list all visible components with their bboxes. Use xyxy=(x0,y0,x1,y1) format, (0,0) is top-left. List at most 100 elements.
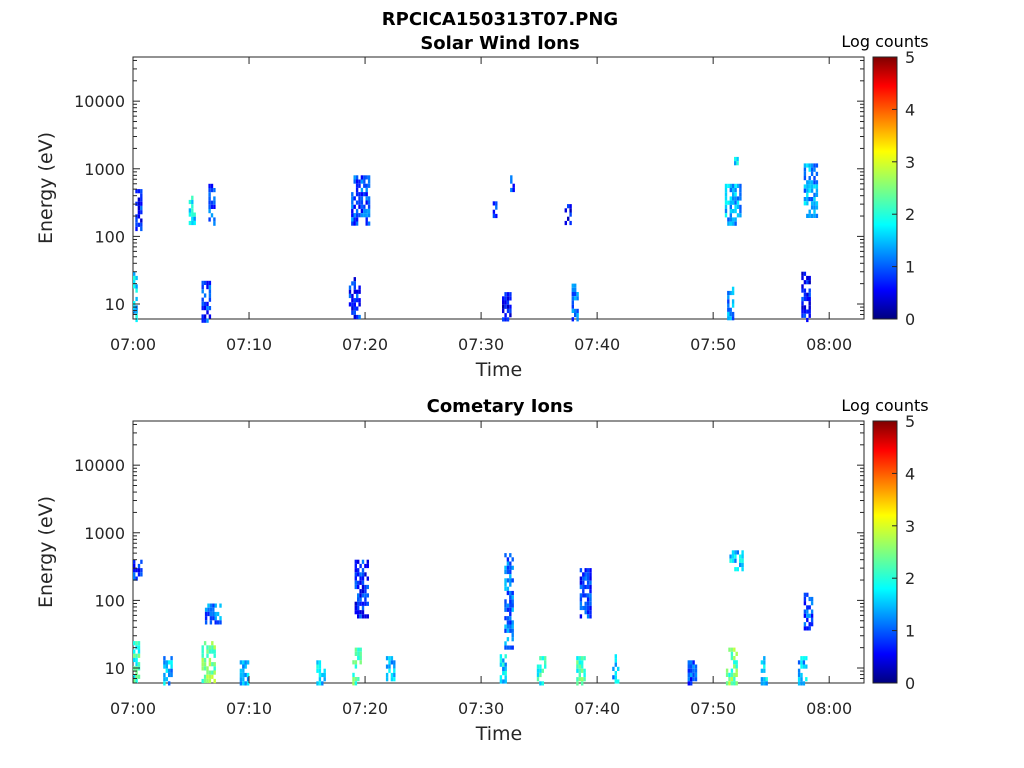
heatmap-cell xyxy=(578,660,581,665)
heatmap-cell xyxy=(512,187,515,193)
heatmap-cell xyxy=(813,167,816,172)
x-ticks: 07:00 07:10 07:20 07:30 07:40 07:50 08:00 xyxy=(110,57,852,354)
heatmap-cell xyxy=(576,660,579,665)
heatmap-cell xyxy=(579,568,583,573)
heatmap-cell xyxy=(367,196,371,201)
heatmap-cell xyxy=(216,611,220,617)
heatmap-cell xyxy=(727,183,730,188)
heatmap-cell xyxy=(318,660,322,665)
heatmap-cell xyxy=(800,677,803,682)
heatmap-cell xyxy=(390,677,394,682)
heatmap-cell xyxy=(359,563,362,569)
heatmap-cell xyxy=(576,664,579,669)
figure-title: RPCICA150313T07.PNG xyxy=(382,9,618,30)
heatmap-cell xyxy=(366,584,369,590)
heatmap-cell xyxy=(509,292,512,297)
heatmap-cell xyxy=(734,221,737,226)
heatmap-cell xyxy=(137,645,141,650)
colorbar-tick-label: 0 xyxy=(905,310,915,329)
heatmap-cell xyxy=(760,668,764,673)
heatmap-cell xyxy=(687,668,690,673)
heatmap-cell xyxy=(584,605,587,611)
heatmap-cell xyxy=(366,593,369,598)
heatmap-cell xyxy=(582,584,585,590)
heatmap-cell xyxy=(813,180,816,185)
heatmap-cell xyxy=(729,200,732,205)
heatmap-cell xyxy=(810,601,814,606)
heatmap-cell xyxy=(803,609,807,614)
heatmap-cell xyxy=(365,196,368,201)
heatmap-cell xyxy=(571,317,574,322)
heatmap-cell xyxy=(163,681,166,686)
heatmap-cell xyxy=(206,670,209,675)
heatmap-cell xyxy=(589,589,592,594)
heatmap-cell xyxy=(211,670,214,675)
heatmap-cell xyxy=(815,184,819,189)
heatmap-cell xyxy=(584,584,587,590)
heatmap-cell xyxy=(361,589,365,594)
heatmap-cell xyxy=(808,305,811,310)
heatmap-cell xyxy=(504,624,507,629)
heatmap-cell xyxy=(353,302,356,307)
heatmap-cell xyxy=(351,217,354,222)
heatmap-cell xyxy=(741,550,744,555)
heatmap-cell xyxy=(576,292,579,297)
heatmap-cell xyxy=(367,175,371,180)
heatmap-cell xyxy=(810,184,814,189)
heatmap-cell xyxy=(352,677,355,682)
heatmap-cell xyxy=(385,672,389,678)
heatmap-cell xyxy=(687,660,690,665)
heatmap-cell xyxy=(539,656,542,661)
heatmap-cell xyxy=(354,677,358,682)
heatmap-cells xyxy=(133,156,819,323)
heatmap-cell xyxy=(692,668,695,673)
heatmap-cell xyxy=(358,183,361,188)
heatmap-cell xyxy=(564,220,567,226)
heatmap-cell xyxy=(193,216,196,221)
heatmap-cell xyxy=(589,597,592,602)
heatmap-cell xyxy=(583,656,586,661)
heatmap-cell xyxy=(506,557,510,562)
heatmap-cell xyxy=(504,666,507,671)
heatmap-cell xyxy=(808,163,811,168)
heatmap-cell xyxy=(133,674,136,679)
heatmap-cell xyxy=(357,647,360,652)
heatmap-cell xyxy=(802,664,806,669)
heatmap-cell xyxy=(735,660,738,665)
heatmap-cell xyxy=(509,607,512,612)
heatmap-cell xyxy=(690,660,693,665)
heatmap-cell xyxy=(351,196,354,201)
heatmap-cell xyxy=(492,201,496,206)
heatmap-cell xyxy=(191,220,194,226)
heatmap-cell xyxy=(810,622,814,627)
heatmap-cell xyxy=(354,647,358,652)
heatmap-cell xyxy=(358,213,361,218)
heatmap-cell xyxy=(213,666,216,671)
heatmap-cell xyxy=(504,313,507,318)
x-axis-label: Time xyxy=(475,359,523,381)
heatmap-cell xyxy=(367,204,371,209)
heatmap-cell xyxy=(137,214,141,219)
heatmap-cell xyxy=(246,672,250,678)
heatmap-cell xyxy=(730,668,734,673)
y-tick-label: 1000 xyxy=(84,524,125,543)
heatmap-cell xyxy=(239,672,243,678)
heatmap-cell xyxy=(574,287,577,292)
heatmap-cell xyxy=(736,183,740,188)
heatmap-cell xyxy=(203,280,207,285)
heatmap-cell xyxy=(137,563,141,569)
heatmap-cell xyxy=(366,614,369,619)
heatmap-cell xyxy=(213,645,216,650)
heatmap-cell xyxy=(511,624,514,629)
heatmap-cell xyxy=(731,311,735,317)
heatmap-cell xyxy=(582,589,585,594)
heatmap-cell xyxy=(359,576,362,581)
heatmap-cell xyxy=(578,656,581,661)
heatmap-cell xyxy=(544,664,547,669)
heatmap-cell xyxy=(810,163,814,168)
heatmap-cell xyxy=(732,183,735,188)
heatmap-cell xyxy=(808,280,811,285)
heatmap-cell xyxy=(506,645,510,650)
heatmap-cell xyxy=(810,609,814,614)
heatmap-cell xyxy=(208,183,211,188)
